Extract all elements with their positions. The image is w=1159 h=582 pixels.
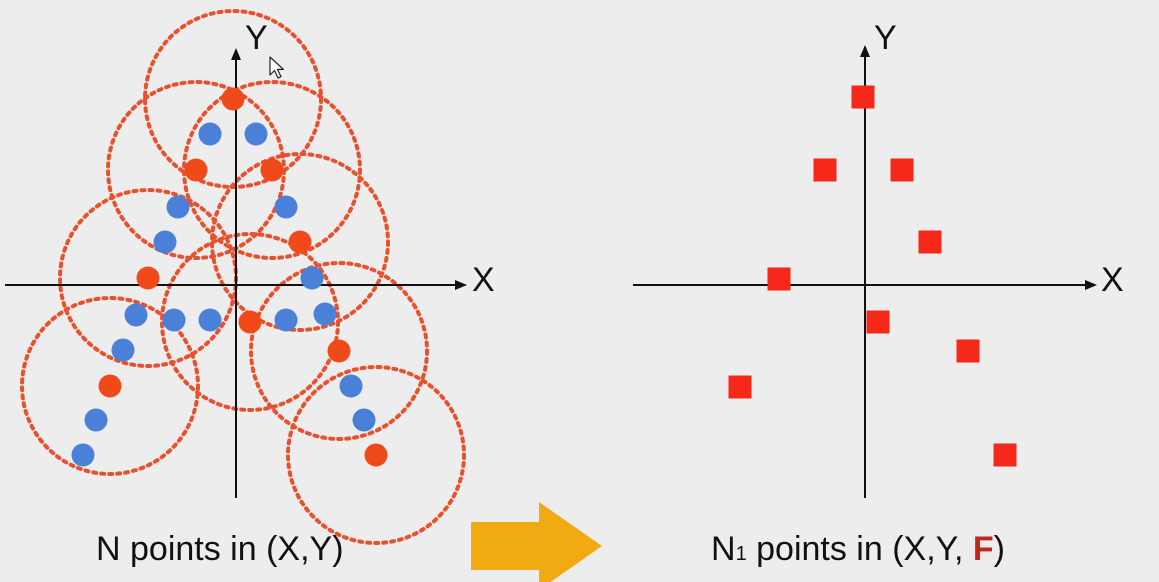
- left-x-axis-label: X: [472, 261, 495, 299]
- blue-point: [198, 308, 222, 332]
- feature-point-square: [767, 267, 791, 291]
- blue-point: [244, 122, 268, 146]
- feature-point-square: [993, 443, 1017, 467]
- right-y-axis-label: Y: [874, 19, 897, 57]
- neighborhood-circle: [106, 80, 286, 260]
- feature-point-square: [956, 339, 980, 363]
- neighborhood-circle: [20, 296, 200, 476]
- blue-point: [198, 122, 222, 146]
- right-caption-middle: points in (X,Y,: [747, 530, 973, 568]
- neighborhood-circle: [160, 232, 340, 412]
- blue-point: [166, 195, 190, 219]
- sampled-point: [98, 374, 122, 398]
- blue-point: [352, 408, 376, 432]
- feature-point-square: [918, 230, 942, 254]
- sampled-points: [728, 85, 1017, 467]
- sampled-point: [364, 443, 388, 467]
- blue-point: [274, 195, 298, 219]
- feature-point-square: [813, 158, 837, 182]
- left-y-axis-label: Y: [245, 19, 268, 57]
- sampled-point: [238, 310, 262, 334]
- right-caption-prefix: N: [711, 530, 736, 568]
- sampled-point: [221, 87, 245, 111]
- mouse-pointer-icon: [269, 56, 285, 79]
- blue-point: [111, 338, 135, 362]
- feature-point-square: [728, 375, 752, 399]
- blue-point: [313, 302, 337, 326]
- neighborhood-circles: [20, 9, 466, 545]
- right-panel: X Y N1 points in (X,Y, F): [633, 19, 1124, 568]
- blue-point: [71, 443, 95, 467]
- blue-point: [339, 374, 363, 398]
- blue-point: [300, 266, 324, 290]
- right-caption-suffix: ): [994, 530, 1005, 568]
- right-x-axis-label: X: [1101, 261, 1124, 299]
- left-panel: X Y N points in (X,Y): [5, 9, 495, 568]
- neighborhood-circle: [182, 80, 362, 260]
- left-caption: N points in (X,Y): [96, 530, 344, 568]
- sampled-point: [288, 230, 312, 254]
- feature-point-square: [866, 310, 890, 334]
- right-caption-feature: F: [973, 530, 994, 568]
- right-caption: N1 points in (X,Y, F): [711, 530, 1005, 568]
- sampled-point: [260, 158, 284, 182]
- blue-point: [124, 303, 148, 327]
- feature-point-square: [851, 85, 875, 109]
- blue-point: [274, 308, 298, 332]
- feature-point-square: [890, 158, 914, 182]
- neighborhood-circle: [249, 261, 429, 441]
- sampled-point: [136, 266, 160, 290]
- sampled-point: [327, 339, 351, 363]
- neighborhood-circle: [286, 365, 466, 545]
- sampled-point: [184, 158, 208, 182]
- input-points: [71, 87, 388, 467]
- blue-point: [162, 308, 186, 332]
- blue-point: [84, 408, 108, 432]
- blue-point: [153, 230, 177, 254]
- right-arrow-icon: [471, 502, 602, 582]
- right-caption-subscript: 1: [736, 543, 747, 565]
